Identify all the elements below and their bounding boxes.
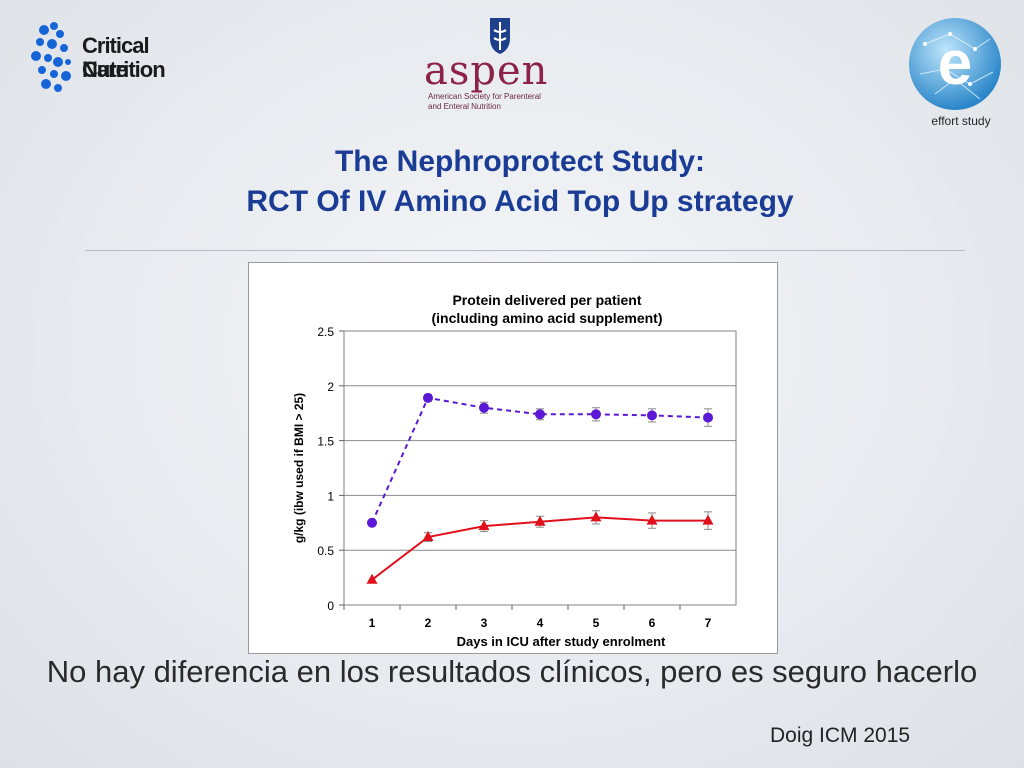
aspen-logo: aspen American Society for Parenteral an… bbox=[420, 14, 620, 114]
chart-title-line1: Protein delivered per patient bbox=[452, 292, 641, 308]
conclusion-text: No hay diferencia en los resultados clín… bbox=[46, 654, 978, 689]
y-tick-label: 0 bbox=[327, 599, 334, 613]
data-point bbox=[702, 514, 714, 525]
x-tick-label: 6 bbox=[649, 616, 656, 630]
y-tick-label: 1.5 bbox=[317, 435, 334, 449]
data-point bbox=[478, 520, 490, 531]
slide-title: The Nephroprotect Study: RCT Of IV Amino… bbox=[120, 142, 920, 222]
x-tick-label: 5 bbox=[593, 616, 600, 630]
slide-title-line1: The Nephroprotect Study: bbox=[334, 145, 705, 178]
x-tick-label: 4 bbox=[537, 616, 544, 630]
aspen-subtitle: American Society for Parenteral and Ente… bbox=[428, 92, 618, 112]
chart-series bbox=[366, 392, 714, 584]
data-point bbox=[367, 517, 377, 528]
data-point bbox=[535, 409, 545, 420]
chart-svg: Protein delivered per patient (including… bbox=[292, 292, 737, 649]
aspen-subtitle-line1: American Society for Parenteral bbox=[428, 92, 541, 101]
aspen-wordmark: aspen bbox=[424, 48, 549, 94]
title-divider bbox=[85, 250, 965, 251]
y-tick-label: 0.5 bbox=[317, 544, 334, 558]
series-2 bbox=[366, 510, 714, 584]
slide-title-line2: RCT Of IV Amino Acid Top Up strategy bbox=[246, 185, 794, 218]
aspen-subtitle-line2: and Enteral Nutrition bbox=[428, 102, 501, 111]
dna-helix-icon bbox=[31, 22, 71, 92]
y-axis-label: g/kg (ibw used if BMI > 25) bbox=[292, 393, 306, 543]
plot-area bbox=[343, 330, 737, 606]
svg-text:e: e bbox=[938, 29, 972, 98]
globe-e-icon: e bbox=[909, 18, 1001, 110]
data-point bbox=[591, 409, 601, 420]
critical-care-nutrition-logo: Critical Care Nutrition bbox=[30, 18, 190, 98]
y-tick-label: 2 bbox=[327, 380, 334, 394]
data-point bbox=[479, 402, 489, 413]
x-tick-label: 7 bbox=[705, 616, 712, 630]
x-axis-ticks: 1 2 3 4 5 6 7 bbox=[343, 605, 712, 630]
y-tick-label: 1 bbox=[327, 489, 334, 503]
data-point bbox=[422, 531, 434, 542]
data-point bbox=[647, 410, 657, 421]
data-point bbox=[366, 573, 378, 584]
ccn-logo-line1: Critical Care bbox=[82, 33, 150, 82]
citation: Doig ICM 2015 bbox=[770, 724, 911, 747]
y-axis-ticks: 0 0.5 1 1.5 2 2.5 bbox=[317, 325, 344, 613]
ccn-logo-line2: Nutrition bbox=[82, 57, 166, 82]
effort-study-label: effort study bbox=[931, 114, 991, 128]
data-point bbox=[423, 392, 433, 403]
effort-study-logo: e effort study bbox=[905, 14, 1005, 134]
x-tick-label: 3 bbox=[481, 616, 488, 630]
x-tick-label: 1 bbox=[369, 616, 376, 630]
shield-crest-icon bbox=[490, 18, 510, 54]
y-tick-label: 2.5 bbox=[317, 325, 334, 339]
protein-chart: Protein delivered per patient (including… bbox=[248, 262, 778, 654]
x-tick-label: 2 bbox=[425, 616, 432, 630]
series-1 bbox=[367, 392, 713, 528]
data-point bbox=[590, 511, 602, 522]
chart-title-line2: (including amino acid supplement) bbox=[431, 310, 662, 326]
data-point bbox=[646, 514, 658, 525]
data-point bbox=[703, 412, 713, 423]
x-axis-label: Days in ICU after study enrolment bbox=[457, 634, 666, 649]
data-point bbox=[534, 515, 546, 526]
